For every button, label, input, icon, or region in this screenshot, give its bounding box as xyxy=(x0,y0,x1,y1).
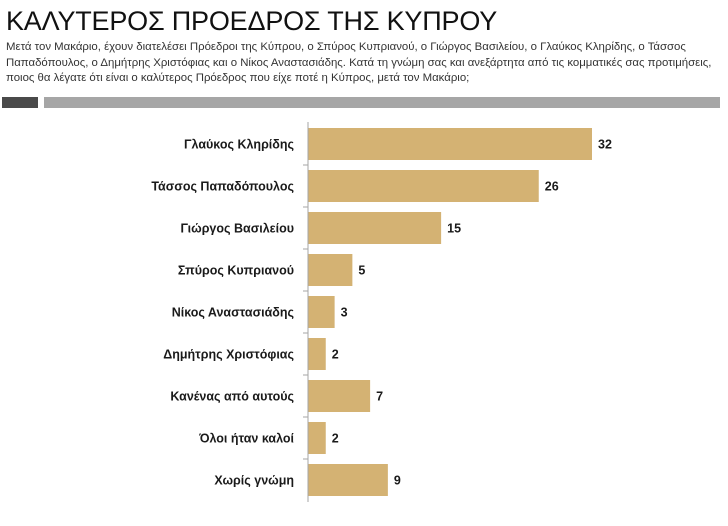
bar xyxy=(308,422,326,454)
bar xyxy=(308,212,442,244)
data-label: 32 xyxy=(598,138,612,152)
bar xyxy=(308,338,326,370)
data-label: 7 xyxy=(376,390,383,404)
chart-title: ΚΑΛΥΤΕΡΟΣ ΠΡΟΕΔΡΟΣ ΤΗΣ ΚΥΠΡΟΥ xyxy=(6,6,498,36)
category-label: Χωρίς γνώμη xyxy=(214,474,294,488)
bar xyxy=(308,170,539,202)
bar xyxy=(308,296,335,328)
header-divider-dark xyxy=(2,97,38,108)
category-label: Όλοι ήταν καλοί xyxy=(198,432,294,446)
category-label: Σπύρος Κυπριανού xyxy=(178,264,294,278)
data-label: 15 xyxy=(447,222,461,236)
category-label: Γιώργος Βασιλείου xyxy=(181,222,294,236)
category-label: Κανένας από αυτούς xyxy=(170,390,294,404)
chart-subtitle: Μετά τον Μακάριο, έχουν διατελέσει Πρόεδ… xyxy=(6,41,712,84)
data-label: 9 xyxy=(394,474,401,488)
bar xyxy=(308,464,388,496)
data-label: 26 xyxy=(545,180,559,194)
category-label: Τάσσος Παπαδόπουλος xyxy=(151,180,294,194)
data-label: 2 xyxy=(332,348,339,362)
data-label: 2 xyxy=(332,432,339,446)
data-label: 3 xyxy=(341,306,348,320)
category-label: Δημήτρης Χριστόφιας xyxy=(163,348,294,362)
bar xyxy=(308,380,371,412)
category-label: Νίκος Αναστασιάδης xyxy=(172,306,294,320)
bar xyxy=(308,128,592,160)
data-label: 5 xyxy=(358,264,365,278)
category-label: Γλαύκος Κληρίδης xyxy=(184,138,294,152)
header-divider-light xyxy=(44,97,720,108)
bar xyxy=(308,254,353,286)
